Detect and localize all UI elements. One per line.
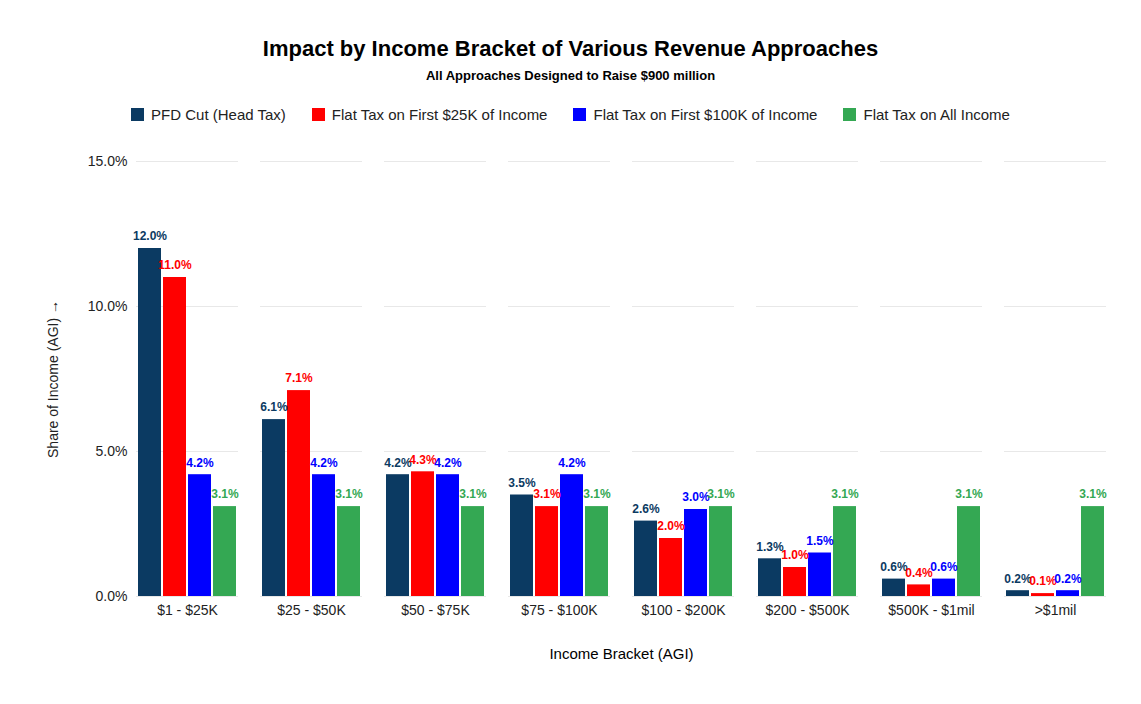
svg-text:$500K - $1mil: $500K - $1mil [888, 602, 974, 618]
svg-text:2.0%: 2.0% [657, 519, 685, 533]
svg-text:2.6%: 2.6% [632, 502, 660, 516]
svg-text:$1 - $25K: $1 - $25K [157, 602, 218, 618]
svg-text:3.0%: 3.0% [682, 490, 710, 504]
svg-text:3.1%: 3.1% [459, 487, 487, 501]
svg-text:0.6%: 0.6% [930, 560, 958, 574]
svg-text:4.2%: 4.2% [310, 456, 338, 470]
svg-text:0.0%: 0.0% [96, 588, 128, 604]
svg-text:0.2%: 0.2% [1054, 572, 1082, 586]
svg-text:3.1%: 3.1% [831, 487, 859, 501]
svg-text:3.1%: 3.1% [533, 487, 561, 501]
svg-text:Income Bracket (AGI): Income Bracket (AGI) [549, 645, 693, 662]
svg-text:3.1%: 3.1% [583, 487, 611, 501]
svg-text:0.4%: 0.4% [905, 566, 933, 580]
svg-text:3.5%: 3.5% [508, 476, 536, 490]
svg-text:1.3%: 1.3% [756, 540, 784, 554]
svg-text:$75 - $100K: $75 - $100K [521, 602, 598, 618]
svg-text:0.6%: 0.6% [880, 560, 908, 574]
html-text:Flat Tax on All Income: Flat Tax on All Income [863, 105, 1010, 123]
svg-text:$100 - $200K: $100 - $200K [641, 602, 726, 618]
svg-text:1.5%: 1.5% [806, 534, 834, 548]
svg-text:0.1%: 0.1% [1029, 574, 1057, 588]
svg-text:3.1%: 3.1% [955, 487, 983, 501]
svg-text:10.0%: 10.0% [88, 298, 128, 314]
svg-text:4.2%: 4.2% [558, 456, 586, 470]
html-text:Flat Tax on First $25K of Inco: Flat Tax on First $25K of Income [331, 105, 548, 123]
svg-text:3.1%: 3.1% [211, 487, 239, 501]
svg-text:3.1%: 3.1% [1079, 487, 1107, 501]
svg-text:$25 - $50K: $25 - $50K [277, 602, 346, 618]
svg-text:$200 - $500K: $200 - $500K [765, 602, 850, 618]
svg-text:4.3%: 4.3% [409, 453, 437, 467]
svg-text:4.2%: 4.2% [434, 456, 462, 470]
svg-text:12.0%: 12.0% [133, 229, 167, 243]
svg-text:5.0%: 5.0% [96, 443, 128, 459]
html-text:All Approaches Designed to Rai: All Approaches Designed to Raise $900 mi… [425, 68, 716, 83]
svg-text:15.0%: 15.0% [88, 153, 128, 169]
svg-text:3.1%: 3.1% [335, 487, 363, 501]
svg-text:$50 - $75K: $50 - $75K [401, 602, 470, 618]
svg-text:11.0%: 11.0% [158, 258, 192, 272]
svg-text:7.1%: 7.1% [285, 371, 313, 385]
svg-text:4.2%: 4.2% [186, 456, 214, 470]
svg-text:>$1mil: >$1mil [1035, 602, 1077, 618]
svg-text:6.1%: 6.1% [260, 400, 288, 414]
html-text:PFD Cut (Head Tax): PFD Cut (Head Tax) [151, 105, 286, 123]
html-text:Flat Tax on First $100K of Inc: Flat Tax on First $100K of Income [593, 105, 818, 123]
svg-text:4.2%: 4.2% [384, 456, 412, 470]
svg-text:3.1%: 3.1% [707, 487, 735, 501]
html-text:Impact by Income Bracket of Va: Impact by Income Bracket of Various Reve… [262, 36, 879, 61]
svg-text:Share of Income (AGI) →: Share of Income (AGI) → [45, 300, 61, 458]
svg-text:0.2%: 0.2% [1004, 572, 1032, 586]
svg-text:1.0%: 1.0% [781, 548, 809, 562]
